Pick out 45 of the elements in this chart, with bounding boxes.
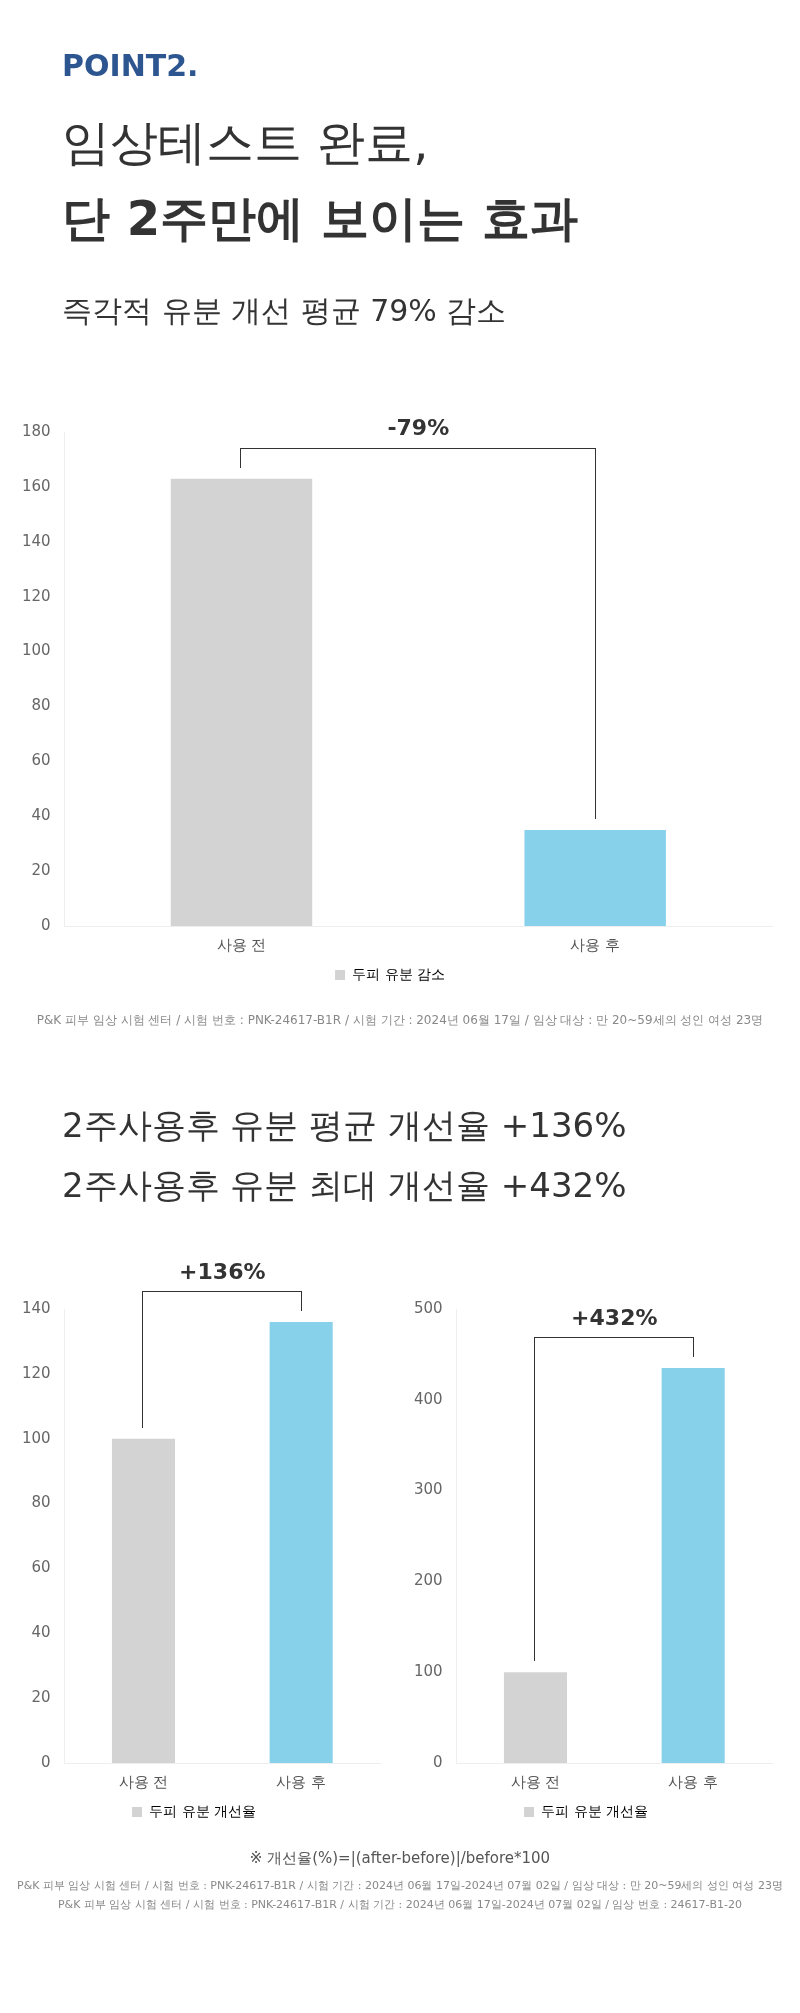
text: 즉각적 유분 개선 평균 79% 감소 [62, 292, 508, 330]
y-tick-label: 160 [21, 476, 51, 495]
chart-title: 2주사용후 유분 평균 개선율 +136% [62, 1104, 628, 1147]
text: P&K 피부 임상 시험 센터 / 시험 번호 : PNK-24617-B1R / 시험 기간 : 2024년 06월 17일 / 임상 대상 : 만 20~59세의 성인 여성 23명 [35, 1012, 765, 1029]
y-tick-label: 0 [433, 1752, 443, 1771]
y-tick-label: 0 [41, 1752, 51, 1771]
y-tick-label: 400 [413, 1389, 443, 1408]
y-tick-label: 60 [31, 751, 51, 770]
y-tick-label: 140 [21, 531, 51, 550]
y-tick-label: 100 [413, 1662, 443, 1681]
y-tick-label: 200 [413, 1571, 443, 1590]
x-tick-label: 사용 후 [276, 1772, 327, 1791]
chart-title: POINT2. [62, 48, 200, 83]
y-tick-label: 0 [41, 915, 51, 934]
y-tick-label: 300 [413, 1480, 443, 1499]
y-tick-label: 80 [31, 1493, 51, 1512]
legend-label: 두피 유분 개선율 [149, 1802, 256, 1819]
y-tick-label: 180 [21, 421, 51, 440]
text: P&K 피부 임상 시험 센터 / 시험 번호 : PNK-24617-B1R / 시험 기간 : 2024년 06월 17일-2024년 07월 02일 / 임상 번호 : 24617-B1-20 [56, 1897, 744, 1912]
chart-subtitle: 임상테스트 완료, 단 2주만에 보이는 효과 [62, 113, 579, 248]
y-tick-label: 80 [31, 696, 51, 715]
x-tick-label: 사용 전 [118, 1772, 169, 1791]
legend-label: 두피 유분 개선율 [541, 1802, 648, 1819]
x-tick-label: 사용 전 [216, 935, 267, 954]
x-tick-label: 사용 후 [668, 1772, 719, 1791]
annotation: +432% [571, 1304, 658, 1330]
y-tick-label: 100 [21, 1428, 51, 1447]
y-tick-label: 40 [31, 806, 51, 825]
text: ※ 개선율(%)=|(after-before)|/before*100 [248, 1849, 552, 1868]
y-tick-label: 140 [21, 1298, 51, 1317]
y-tick-label: 60 [31, 1558, 51, 1577]
text: P&K 피부 임상 시험 센터 / 시험 번호 : PNK-24617-B1R / 시험 기간 : 2024년 06월 17일-2024년 07월 02일 / 임상 대상 : 만 20~59세의 성인 여성 23명 [16, 1878, 784, 1893]
y-tick-label: 20 [31, 1688, 51, 1707]
chart-title: 2주사용후 유분 최대 개선율 +432% [62, 1164, 628, 1207]
annotation: -79% [387, 415, 450, 441]
x-tick-label: 사용 후 [570, 935, 621, 954]
y-tick-label: 100 [21, 641, 51, 660]
x-tick-label: 사용 전 [510, 1772, 561, 1791]
y-tick-label: 120 [21, 586, 51, 605]
y-tick-label: 40 [31, 1623, 51, 1642]
y-tick-label: 500 [413, 1298, 443, 1317]
y-tick-label: 120 [21, 1363, 51, 1382]
y-tick-label: 20 [31, 861, 51, 879]
legend-label: 두피 유분 감소 [352, 965, 445, 982]
text: +136% [179, 1258, 266, 1284]
